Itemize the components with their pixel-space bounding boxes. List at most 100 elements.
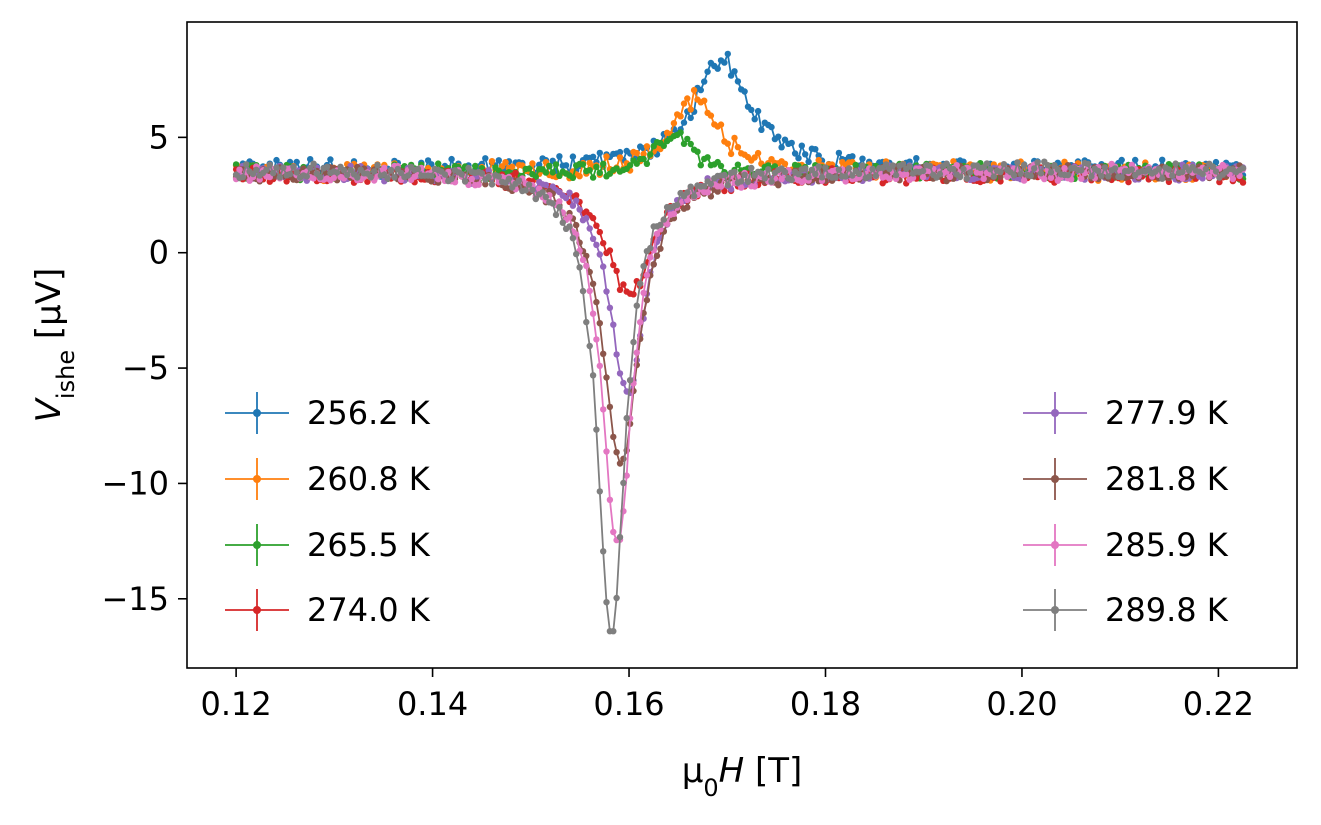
data-point [775, 182, 782, 189]
data-point [882, 161, 890, 168]
data-point [552, 211, 560, 219]
data-point [660, 216, 667, 223]
data-point [674, 201, 681, 209]
data-point [802, 165, 809, 172]
data-point [448, 175, 455, 183]
data-point [371, 168, 378, 175]
data-point [606, 496, 614, 503]
data-point [1061, 165, 1068, 172]
data-point [640, 150, 647, 158]
data-point [643, 143, 651, 150]
data-point [869, 165, 876, 173]
data-point [899, 161, 907, 168]
data-point [859, 162, 866, 169]
x-tick-label: 0.18 [790, 685, 861, 723]
data-point [468, 175, 475, 183]
data-point [589, 153, 597, 160]
data-point [768, 178, 775, 185]
data-point [1202, 165, 1210, 173]
data-point [620, 479, 627, 487]
data-point [600, 350, 607, 357]
data-point [697, 86, 704, 94]
data-point [586, 342, 593, 350]
data-point [663, 220, 671, 228]
data-point [626, 377, 634, 384]
data-point [583, 215, 590, 222]
data-point [593, 222, 600, 229]
data-point [1111, 165, 1119, 172]
data-point [573, 221, 580, 229]
legend-item: 281.8 K [1023, 458, 1229, 500]
data-point [593, 163, 600, 171]
data-point [738, 184, 745, 191]
data-point [478, 170, 486, 177]
data-point [744, 178, 752, 185]
data-point [832, 174, 839, 181]
data-point [1054, 166, 1062, 173]
data-point [616, 370, 624, 377]
data-point [613, 594, 620, 602]
data-point [633, 160, 640, 167]
legend-label: 260.8 K [307, 460, 431, 498]
data-point [1128, 166, 1136, 173]
data-point [717, 183, 725, 190]
data-point [589, 214, 597, 222]
data-point [482, 155, 489, 162]
data-point [812, 171, 819, 178]
data-point [273, 156, 280, 164]
data-point [751, 183, 758, 190]
data-point [950, 166, 957, 173]
data-point [327, 156, 334, 163]
data-point [576, 206, 583, 213]
data-point [677, 113, 684, 120]
data-point [542, 193, 550, 201]
data-point [748, 106, 755, 114]
x-title-variable: H [719, 751, 745, 791]
data-point [1051, 161, 1058, 169]
x-tick-label: 0.12 [200, 685, 271, 723]
data-point [1078, 175, 1085, 182]
series-line [235, 50, 1244, 179]
data-point [791, 150, 799, 157]
data-point [1145, 165, 1152, 173]
data-point [643, 160, 651, 167]
data-point [1037, 170, 1045, 177]
data-point [1212, 168, 1220, 175]
data-point [593, 336, 600, 343]
data-point [435, 176, 442, 183]
data-point [1047, 169, 1055, 176]
data-point [616, 286, 624, 293]
data-point [684, 189, 691, 196]
data-point [778, 175, 785, 183]
data-point [1159, 156, 1166, 163]
data-point [1239, 179, 1247, 186]
plot-frame [186, 21, 1298, 669]
legend-marker [253, 606, 261, 614]
data-point [603, 153, 610, 160]
data-point [717, 162, 725, 170]
data-point [987, 166, 994, 173]
data-point [333, 169, 341, 176]
data-point [593, 298, 600, 306]
data-point [768, 123, 775, 131]
legend-label: 274.0 K [307, 591, 431, 629]
data-point [842, 178, 849, 185]
y-tick-label: 5 [149, 118, 169, 156]
y-title-variable: V [29, 396, 69, 422]
data-point [600, 240, 607, 247]
data-point [859, 155, 866, 162]
data-point [616, 533, 624, 541]
data-point [522, 187, 529, 194]
data-point [536, 161, 543, 168]
data-point [650, 261, 657, 268]
data-point [485, 173, 492, 181]
data-point [1101, 164, 1109, 171]
data-point [761, 175, 768, 182]
series-2562k [232, 50, 1247, 181]
data-point [997, 168, 1004, 176]
data-point [818, 174, 826, 181]
data-point [596, 320, 603, 327]
data-point [542, 169, 550, 176]
data-point [758, 170, 765, 177]
data-point [290, 163, 297, 170]
